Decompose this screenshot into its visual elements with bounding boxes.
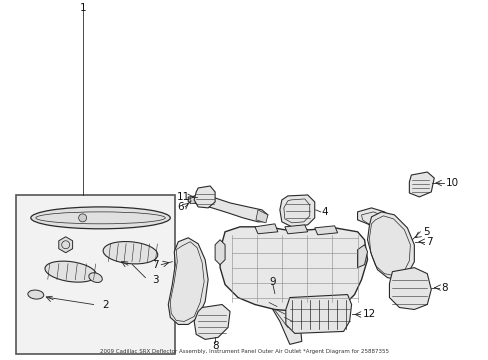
Polygon shape (254, 224, 277, 234)
Polygon shape (403, 238, 412, 250)
Ellipse shape (89, 273, 102, 283)
FancyBboxPatch shape (16, 195, 175, 354)
Polygon shape (314, 226, 337, 235)
Polygon shape (190, 195, 200, 204)
Text: 3: 3 (152, 275, 158, 285)
Ellipse shape (45, 261, 96, 282)
Text: 8: 8 (440, 283, 447, 293)
Text: 1: 1 (79, 3, 86, 13)
Polygon shape (262, 292, 301, 345)
Text: 8: 8 (211, 341, 218, 351)
Text: 10: 10 (445, 178, 458, 188)
Polygon shape (367, 212, 413, 280)
Text: 9: 9 (269, 276, 276, 287)
Polygon shape (388, 268, 430, 310)
Ellipse shape (31, 207, 170, 229)
Polygon shape (255, 210, 267, 223)
Text: 11: 11 (176, 192, 189, 202)
Text: 12: 12 (362, 310, 375, 319)
Polygon shape (357, 208, 410, 248)
Polygon shape (220, 227, 367, 311)
Polygon shape (408, 172, 433, 197)
Ellipse shape (28, 290, 43, 299)
Text: 5: 5 (422, 227, 429, 237)
Polygon shape (188, 195, 267, 222)
Polygon shape (279, 195, 314, 227)
Text: 7: 7 (425, 237, 432, 247)
Text: 2009 Cadillac SRX Deflector Assembly, Instrument Panel Outer Air Outlet *Argent : 2009 Cadillac SRX Deflector Assembly, In… (99, 349, 387, 354)
Polygon shape (285, 294, 351, 333)
Text: 2: 2 (102, 300, 109, 310)
Text: 7: 7 (152, 260, 158, 270)
Polygon shape (357, 245, 367, 268)
Polygon shape (285, 225, 307, 234)
Ellipse shape (103, 242, 158, 264)
Polygon shape (194, 186, 215, 208)
Polygon shape (215, 240, 224, 265)
Polygon shape (168, 238, 208, 324)
Text: 6: 6 (177, 202, 183, 212)
Polygon shape (194, 305, 229, 339)
Text: 4: 4 (321, 207, 327, 217)
Ellipse shape (79, 214, 86, 222)
